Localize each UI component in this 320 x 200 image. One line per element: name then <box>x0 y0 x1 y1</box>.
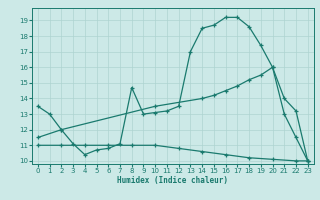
X-axis label: Humidex (Indice chaleur): Humidex (Indice chaleur) <box>117 176 228 185</box>
